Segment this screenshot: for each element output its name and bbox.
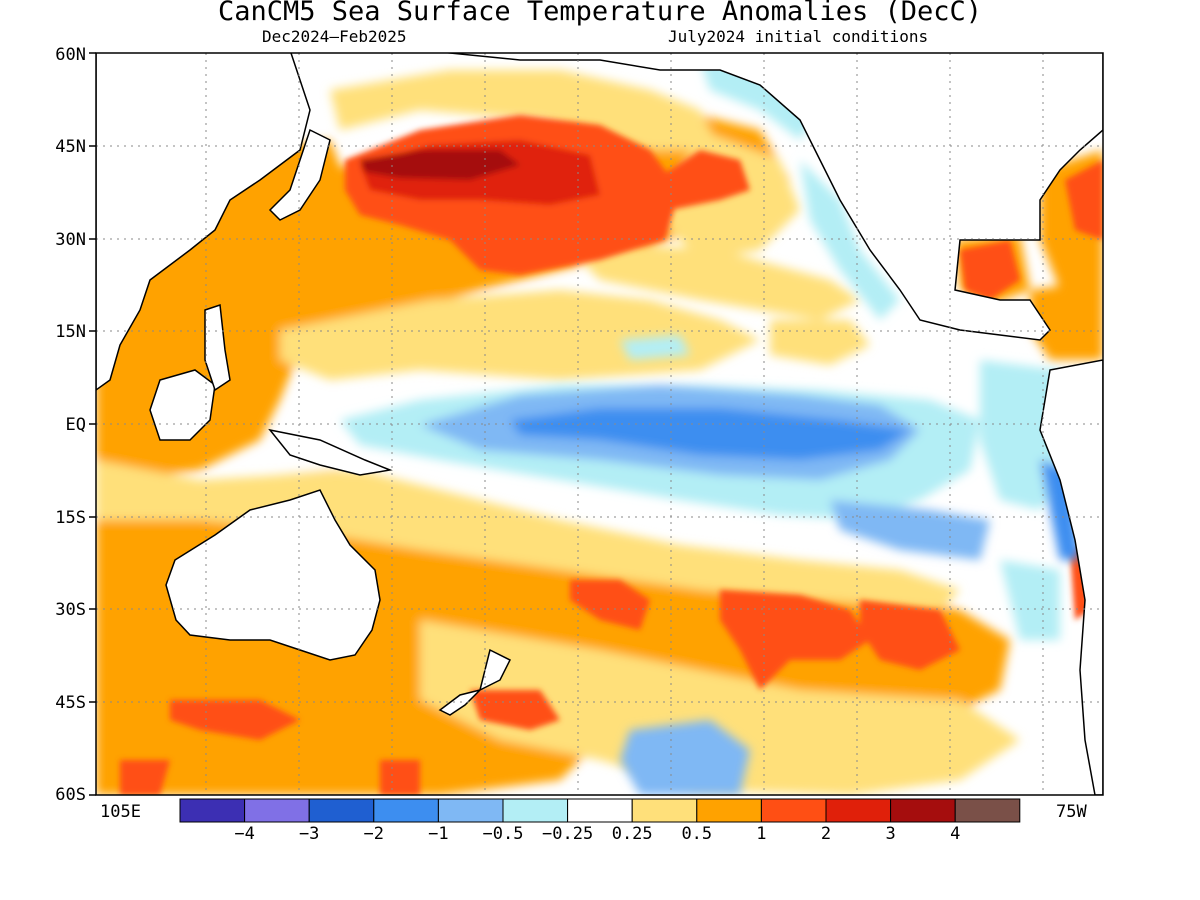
borneo-outline	[149, 369, 216, 441]
new-guinea-outline	[268, 428, 393, 476]
legend-label: −0.25	[542, 824, 594, 844]
japan-outline	[268, 128, 331, 221]
philippines-outline	[204, 303, 231, 392]
south-america-outline	[1039, 359, 1103, 795]
australia-outline	[165, 489, 381, 661]
graticule	[96, 53, 1103, 795]
legend-label: −2	[363, 824, 385, 844]
cool-anomaly-fields	[340, 60, 1080, 795]
lat-label-eq: EQ	[65, 415, 86, 435]
lat-label-45s: 45S	[55, 693, 86, 713]
legend-label: −0.5	[482, 824, 524, 844]
asia-outline	[96, 53, 311, 391]
axis-ticks	[89, 52, 96, 796]
legend-label: 0.25	[611, 824, 653, 844]
lat-label-45n: 45N	[55, 137, 86, 157]
lat-label-15n: 15N	[55, 322, 86, 342]
lat-label-15s: 15S	[55, 508, 86, 528]
legend-label: 1	[756, 824, 767, 844]
forecast-period: Dec2024–Feb2025	[262, 27, 407, 46]
legend-label: −1	[428, 824, 449, 844]
initial-conditions: July2024 initial conditions	[668, 27, 929, 46]
legend-label: −4	[234, 824, 255, 844]
lon-label-west: 105E	[100, 802, 141, 822]
lon-label-east: 75W	[1056, 802, 1087, 822]
land-masses	[96, 53, 1103, 795]
lat-label-60s: 60S	[55, 785, 86, 805]
legend-label: −3	[298, 824, 320, 844]
map-title: CanCM5 Sea Surface Temperature Anomalies…	[217, 0, 982, 27]
legend-label: 4	[950, 824, 961, 844]
north-america-outline	[442, 53, 1103, 341]
strong-warm-anomalies	[120, 115, 1103, 795]
legend-label: 2	[820, 824, 832, 844]
lat-label-60n: 60N	[55, 45, 86, 65]
lat-label-30s: 30S	[55, 600, 86, 620]
legend-label: 0.5	[681, 824, 713, 844]
legend-label: 3	[885, 824, 896, 844]
lat-label-30n: 30N	[55, 230, 86, 250]
